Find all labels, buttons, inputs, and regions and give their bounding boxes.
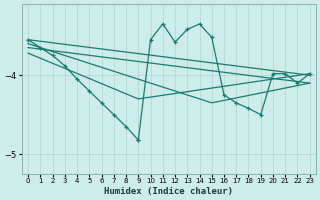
X-axis label: Humidex (Indice chaleur): Humidex (Indice chaleur) bbox=[104, 187, 233, 196]
